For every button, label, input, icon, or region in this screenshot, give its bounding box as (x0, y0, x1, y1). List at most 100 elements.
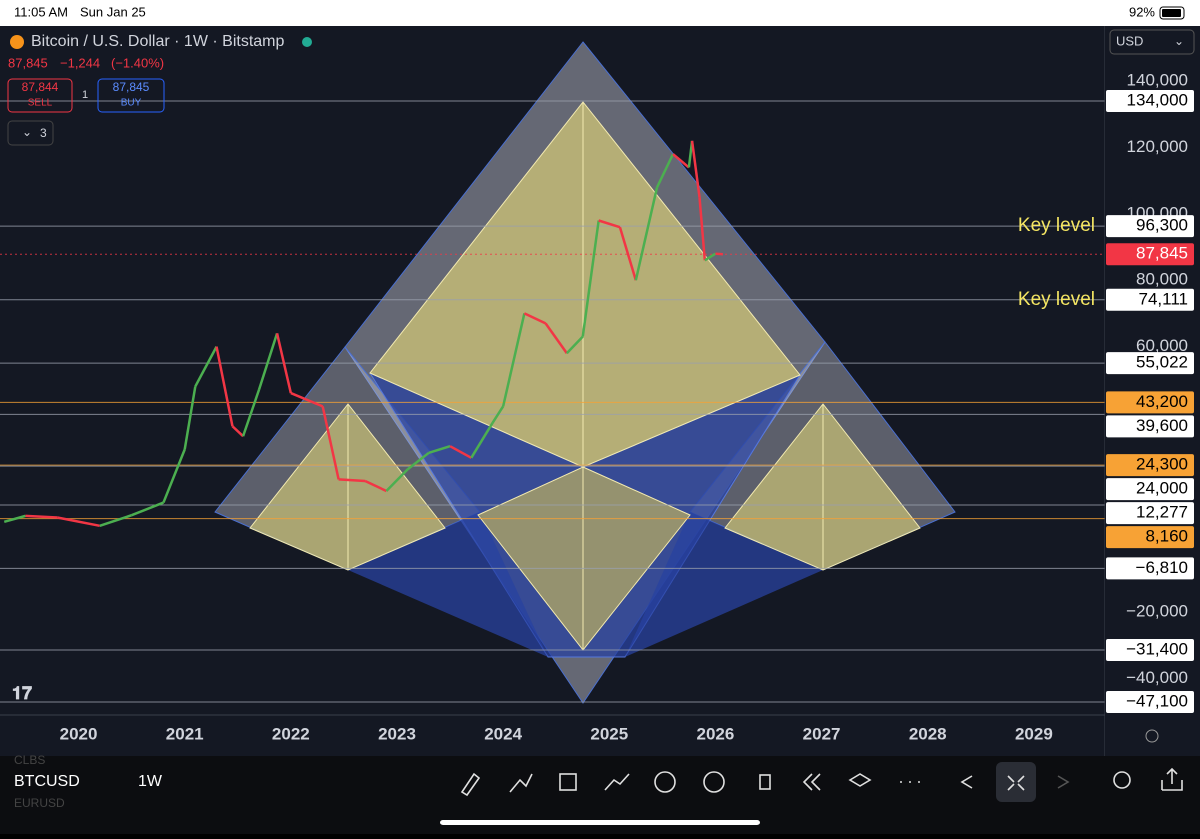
x-tick-label: 2027 (803, 724, 841, 743)
buy-label: BUY (121, 98, 142, 109)
status-date: Sun Jan 25 (80, 4, 146, 19)
status-bar (0, 0, 1200, 26)
price-segment (501, 313, 526, 407)
currency-arrow: ⌄ (1174, 34, 1184, 48)
y-tick-label: −20,000 (1126, 602, 1188, 621)
battery-icon (1159, 6, 1185, 20)
alert-tool[interactable] (703, 771, 725, 793)
price-segment (491, 405, 505, 424)
price-segment (634, 187, 659, 281)
bottom-symbol[interactable]: BTCUSD (14, 773, 80, 790)
price-segment (25, 514, 58, 519)
level-label: 39,600 (1136, 416, 1188, 435)
currency-select[interactable] (1109, 29, 1195, 55)
status-time: 11:05 AM (14, 4, 68, 19)
level-label: 96,300 (1136, 216, 1188, 235)
buy-button[interactable] (97, 78, 165, 113)
chart-type-tool[interactable] (759, 774, 771, 790)
level-box (1106, 638, 1194, 661)
price-segment (3, 514, 26, 524)
x-tick-label: 2021 (166, 724, 204, 743)
key-level-label: Key level (1018, 215, 1095, 236)
x-tick-label: 2023 (378, 724, 416, 743)
level-box (1106, 90, 1194, 113)
level-box (1106, 454, 1194, 477)
level-box (1106, 526, 1194, 549)
price-segment (598, 219, 621, 229)
price-segment (290, 391, 324, 408)
price-segment (690, 140, 701, 198)
price-segment (99, 514, 133, 528)
last-price: 87,845 (8, 55, 48, 70)
share-tool[interactable] (1161, 767, 1183, 791)
level-box (1106, 557, 1194, 580)
price-segment (715, 252, 723, 256)
undo-tool[interactable] (960, 775, 973, 789)
price-segment (364, 479, 387, 493)
watch-above: CLBS (14, 753, 45, 767)
price-segment (698, 197, 707, 261)
y-tick-label: 80,000 (1136, 270, 1188, 289)
price-segment (241, 389, 261, 437)
price-segment (257, 332, 279, 391)
battery-level: 92% (1129, 4, 1155, 19)
market-status (302, 37, 312, 47)
price-segment (321, 406, 340, 480)
level-label: 87,845 (1136, 244, 1188, 263)
price-segment (194, 346, 218, 388)
add-tool[interactable] (654, 771, 676, 793)
level-box (1106, 243, 1194, 266)
level-label: 74,111 (1139, 289, 1188, 308)
level-label: −31,400 (1126, 639, 1188, 658)
sell-price: 87,844 (22, 80, 59, 94)
replay-tool[interactable] (802, 773, 821, 791)
watch-below: EURUSD (14, 796, 65, 810)
level-box (1106, 288, 1194, 311)
level-label: −47,100 (1126, 692, 1188, 711)
bottom-interval[interactable]: 1W (138, 773, 163, 790)
indicators-tool[interactable] (509, 773, 533, 793)
price-segment (215, 346, 234, 427)
fullscreen-bg[interactable] (996, 762, 1036, 802)
pyramid-drawing (214, 41, 956, 704)
price-segment (544, 322, 568, 354)
draw-tool[interactable] (460, 772, 481, 797)
y-tick-label: 140,000 (1127, 71, 1188, 90)
level-box (1106, 502, 1194, 525)
price-segment (565, 335, 584, 355)
level-label: 24,000 (1136, 479, 1188, 498)
x-tick-label: 2028 (909, 724, 947, 743)
settings-icon[interactable] (1145, 729, 1159, 743)
price-segment (655, 153, 675, 188)
price-segment (57, 516, 101, 528)
price-segment (231, 425, 244, 438)
price-segment (406, 451, 430, 471)
redo-tool[interactable] (1057, 775, 1070, 789)
idea-tool[interactable] (1113, 771, 1131, 789)
sell-button[interactable] (7, 78, 73, 113)
price-segment (162, 449, 186, 504)
price-change-pct: (−1.40%) (111, 55, 164, 70)
blue-right (625, 512, 823, 657)
toolbar (460, 762, 1183, 802)
layout-tool[interactable] (559, 773, 577, 791)
level-box (1106, 691, 1194, 714)
level-label: 43,200 (1136, 392, 1188, 411)
price-segment (428, 444, 451, 455)
key-level-label: Key level (1018, 289, 1095, 310)
home-indicator (440, 820, 760, 825)
level-box (1106, 215, 1194, 238)
price-segment (672, 153, 690, 169)
indicators-count: 3 (40, 126, 47, 140)
y-tick-label: −40,000 (1126, 668, 1188, 687)
fullscreen-tool[interactable] (1007, 775, 1025, 791)
layers-tool[interactable] (848, 773, 872, 787)
indicators-toggle[interactable] (7, 120, 54, 146)
tv-logo: 𝟏𝟕 (12, 683, 32, 703)
quantity: 1 (82, 89, 88, 101)
price-segment (470, 422, 494, 459)
level-box (1106, 352, 1194, 375)
level-label: −6,810 (1136, 558, 1188, 577)
compare-tool[interactable] (604, 773, 630, 791)
